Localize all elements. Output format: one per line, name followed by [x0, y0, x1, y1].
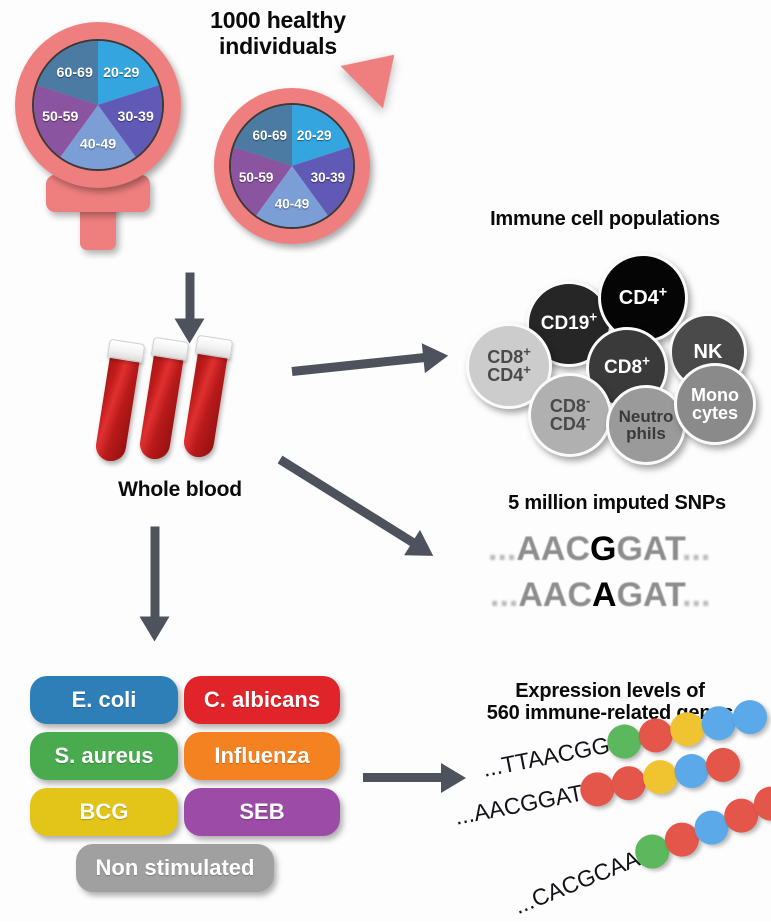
age-label-40-49: 40-49: [79, 136, 117, 153]
arrow-shaft: [291, 353, 426, 376]
stimulation-panel: E. coli C. albicans S. aureus Influenza BCG S…: [30, 676, 350, 896]
tube-body: [137, 348, 185, 462]
age-label-50-59: 50-59: [238, 170, 274, 186]
age-label-20-29: 20-29: [103, 65, 140, 81]
age-label-60-69: 60-69: [56, 65, 93, 81]
immune-cell-label: CD8+ CD4+: [487, 343, 531, 385]
stimulation-pill-seb[interactable]: SEB: [184, 788, 340, 836]
female-symbol: 20-29 30-39 40-49 50-59 60-69: [8, 12, 188, 252]
snp-bases-left: AAC: [516, 530, 591, 568]
age-label-40-49: 40-49: [274, 196, 310, 212]
stimulation-label: Non stimulated: [95, 855, 255, 880]
immune-cell-label: NK: [693, 340, 723, 363]
immune-cell-monocytes[interactable]: Mono cytes: [674, 363, 756, 445]
male-symbol: 20-29 30-39 40-49 50-59 60-69: [196, 33, 426, 260]
age-label-30-39: 30-39: [117, 109, 154, 126]
age-pie-male: 20-29 30-39 40-49 50-59 60-69: [229, 103, 355, 229]
blood-tubes-group: [93, 334, 265, 473]
snp-ellipsis-left: ...: [490, 576, 519, 614]
rna-bead: [666, 709, 707, 750]
rna-bead: [640, 757, 681, 798]
arrow-blood-to-stimulation: [140, 526, 170, 647]
stimulation-pill-e-coli[interactable]: E. coli: [30, 676, 178, 724]
snp-bases-left: AAC: [518, 576, 593, 614]
arrow-blood-to-immune: [291, 340, 452, 376]
rna-bead: [698, 703, 739, 744]
stimulation-label: SEB: [239, 799, 285, 824]
expression-section-title: Expression levels of 560 immune-related …: [455, 680, 765, 725]
stimulation-pill-bcg[interactable]: BCG: [30, 788, 178, 836]
immune-cell-cd4-[interactable]: CD4+: [598, 253, 688, 343]
rna-sequence-text: ...AACGGAT: [452, 778, 585, 830]
snp-bases-right: GAT: [616, 530, 682, 568]
expression-title-line1: Expression levels of: [515, 680, 705, 702]
snp-variant-base: G: [590, 530, 617, 568]
immune-cell-neutrophils[interactable]: Neutro phils: [606, 385, 686, 465]
arrow-head: [140, 616, 170, 642]
snp-sequence-row: ...AACGGAT...: [488, 530, 710, 569]
arrow-shaft: [185, 272, 195, 321]
immune-cell-cd8-cd4-[interactable]: CD8- CD4-: [528, 373, 612, 457]
rna-sequence-text: ...CACGCAA: [509, 844, 643, 919]
snp-variant-base: A: [592, 576, 617, 614]
immune-cell-cd8-cd4-[interactable]: CD8+ CD4+: [466, 323, 552, 409]
immune-cell-label: CD8- CD4-: [549, 392, 591, 434]
stimulation-label: C. albicans: [203, 687, 321, 712]
rna-strands-group: ...TTAACGG ...AACGGAT ...CACGCAA: [452, 697, 771, 919]
arrow-shaft: [150, 526, 160, 619]
rna-bead: [635, 715, 676, 756]
rna-bead: [671, 751, 712, 791]
rna-bead: [702, 744, 743, 785]
snp-ellipsis-right: ...: [682, 576, 711, 614]
snp-sequence-row: ...AACAGAT...: [490, 576, 710, 615]
age-pie-female: 20-29 30-39 40-49 50-59 60-69: [32, 39, 164, 171]
age-label-20-29: 20-29: [296, 127, 332, 143]
page-title-cohort: 1000 healthy individuals: [178, 7, 378, 60]
age-label-60-69: 60-69: [252, 127, 288, 143]
stimulation-pill-c-albicans[interactable]: C. albicans: [184, 676, 340, 724]
stimulation-pill-influenza[interactable]: Influenza: [184, 732, 340, 780]
arrow-cohort-to-blood: [175, 272, 205, 345]
arrow-head: [441, 762, 466, 793]
expression-title-line2: 560 immune-related genes: [486, 702, 734, 725]
immune-cell-cluster: CD19+ CD4+ NK CD8+ CD8+ CD4+ CD8- CD4- Neutro phi…: [466, 245, 766, 485]
immune-cell-label: CD4+: [618, 284, 668, 309]
immune-cell-label: CD8+: [604, 353, 650, 379]
arrow-head: [421, 340, 450, 373]
age-label-50-59: 50-59: [42, 109, 79, 126]
snp-sequences: ...AACGGAT... ...AACAGAT...: [488, 530, 748, 620]
snp-ellipsis-right: ...: [681, 530, 711, 568]
stimulation-pill-non-stimulated[interactable]: Non stimulated: [76, 844, 274, 892]
stimulation-label: Influenza: [214, 743, 310, 768]
tube-body: [93, 350, 141, 464]
whole-blood-label: Whole blood: [118, 478, 242, 501]
age-label-30-39: 30-39: [310, 170, 346, 186]
stimulation-label: S. aureus: [54, 743, 154, 768]
arrow-shaft: [363, 773, 443, 782]
arrow-blood-to-snps: [277, 455, 444, 569]
stimulation-label: E. coli: [71, 687, 137, 712]
immune-cell-label: Neutro phils: [618, 406, 674, 443]
snp-ellipsis-left: ...: [488, 530, 517, 568]
cohort-title-line2: individuals: [219, 32, 337, 59]
stimulation-label: BCG: [79, 799, 129, 824]
rna-bead: [729, 697, 770, 738]
arrow-stimulation-to-expression: [363, 762, 473, 793]
snp-bases-right: GAT: [616, 576, 683, 614]
cohort-title-line1: 1000 healthy: [210, 7, 346, 33]
immune-section-title: Immune cell populations: [490, 208, 720, 230]
tube-body: [181, 346, 229, 460]
rna-bead: [608, 763, 649, 804]
snp-section-title: 5 million imputed SNPs: [508, 492, 726, 514]
male-arrow-head: [340, 33, 416, 109]
stimulation-pill-s-aureus[interactable]: S. aureus: [30, 732, 178, 780]
immune-cell-label: Mono cytes: [691, 384, 739, 423]
arrow-shaft: [277, 455, 417, 548]
immune-cell-label: CD19+: [540, 309, 598, 335]
